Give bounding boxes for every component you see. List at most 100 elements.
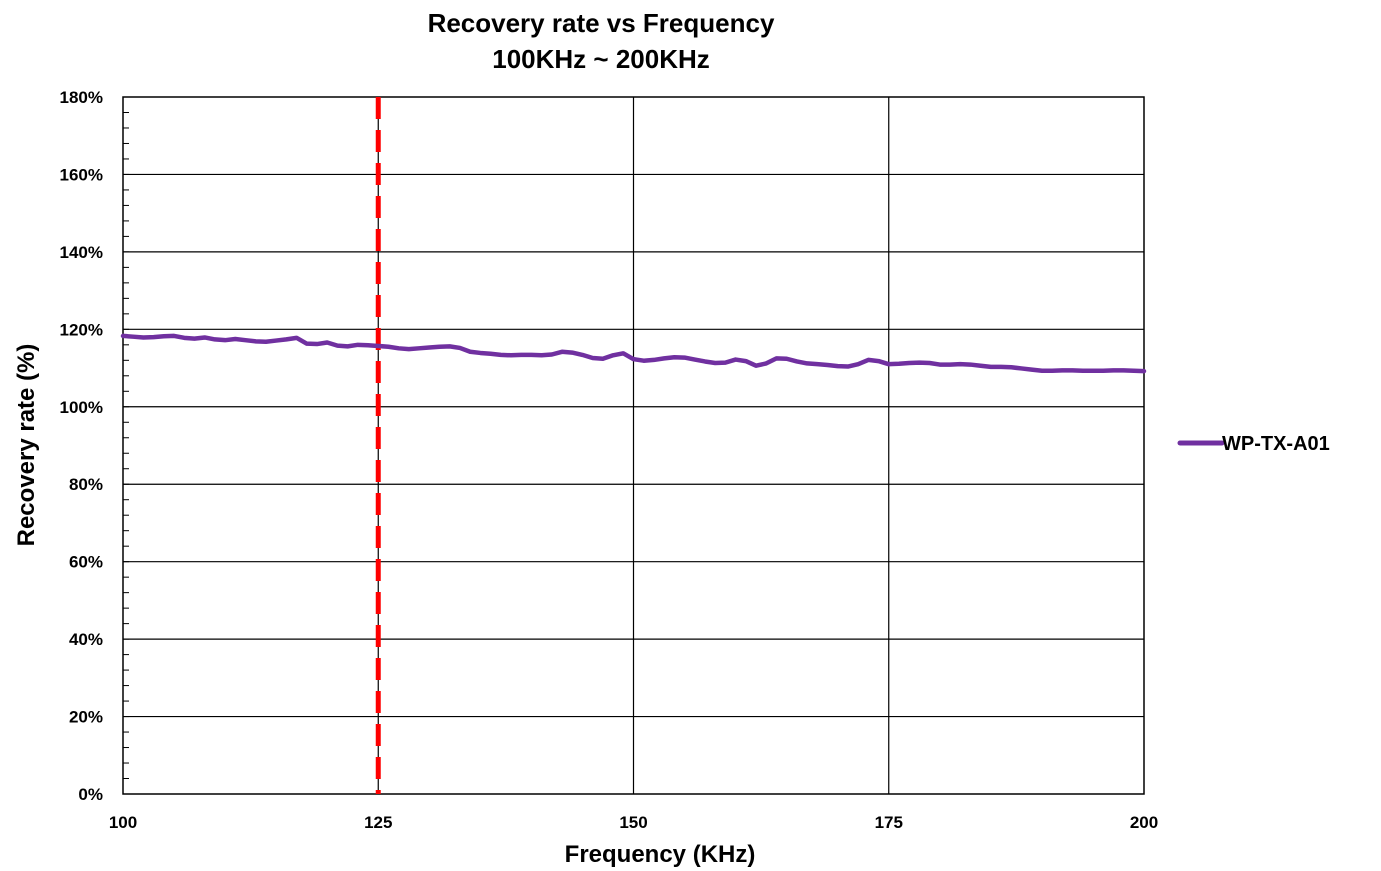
data-point bbox=[386, 345, 390, 349]
data-point bbox=[1019, 366, 1023, 370]
data-point bbox=[754, 364, 758, 368]
data-point bbox=[468, 350, 472, 354]
data-point bbox=[570, 351, 574, 355]
data-point bbox=[1040, 369, 1044, 373]
data-point bbox=[254, 339, 258, 343]
data-point bbox=[764, 361, 768, 365]
y-axis-title: Recovery rate (%) bbox=[13, 344, 40, 547]
data-point bbox=[1091, 369, 1095, 373]
data-point bbox=[550, 353, 554, 357]
data-point bbox=[274, 339, 278, 343]
data-point bbox=[540, 353, 544, 357]
data-point bbox=[203, 335, 207, 339]
y-tick-label: 120% bbox=[60, 320, 103, 339]
data-point bbox=[693, 358, 697, 362]
data-point bbox=[560, 350, 564, 354]
data-point bbox=[662, 356, 666, 360]
y-tick-label: 100% bbox=[60, 398, 103, 417]
data-point bbox=[1142, 369, 1146, 373]
data-point bbox=[448, 344, 452, 348]
data-point bbox=[1101, 369, 1105, 373]
data-point bbox=[1111, 368, 1115, 372]
legend: WP-TX-A01 bbox=[1177, 433, 1330, 455]
data-point bbox=[499, 353, 503, 357]
y-tick-label: 40% bbox=[69, 630, 103, 649]
data-point bbox=[356, 343, 360, 347]
data-point bbox=[611, 353, 615, 357]
data-point bbox=[121, 334, 125, 338]
data-point bbox=[141, 335, 145, 339]
data-point bbox=[346, 344, 350, 348]
y-tick-label: 60% bbox=[69, 553, 103, 572]
data-point bbox=[192, 337, 196, 341]
data-point bbox=[366, 343, 370, 347]
data-point bbox=[846, 365, 850, 369]
data-point bbox=[948, 363, 952, 367]
data-point bbox=[172, 334, 176, 338]
data-point bbox=[642, 359, 646, 363]
data-point bbox=[1081, 369, 1085, 373]
data-point bbox=[672, 355, 676, 359]
data-point bbox=[785, 357, 789, 361]
data-point bbox=[213, 337, 217, 341]
data-point bbox=[580, 353, 584, 357]
data-point bbox=[131, 335, 135, 339]
x-tick-label: 175 bbox=[875, 813, 903, 832]
data-point bbox=[315, 342, 319, 346]
y-tick-label: 160% bbox=[60, 165, 103, 184]
series-line-wp-tx-a01 bbox=[120, 333, 1147, 374]
x-tick-label: 150 bbox=[619, 813, 647, 832]
data-point bbox=[825, 363, 829, 367]
data-point bbox=[713, 361, 717, 365]
data-point bbox=[917, 361, 921, 365]
data-point bbox=[244, 338, 248, 342]
y-tick-label: 80% bbox=[69, 475, 103, 494]
data-point bbox=[958, 362, 962, 366]
data-point bbox=[509, 353, 513, 357]
data-point bbox=[407, 347, 411, 351]
data-point bbox=[795, 359, 799, 363]
data-point bbox=[335, 344, 339, 348]
data-point bbox=[815, 362, 819, 366]
data-point bbox=[856, 362, 860, 366]
data-point bbox=[723, 361, 727, 365]
data-point bbox=[295, 336, 299, 340]
data-point bbox=[632, 357, 636, 361]
data-point bbox=[866, 358, 870, 362]
x-tick-label: 100 bbox=[109, 813, 137, 832]
data-point bbox=[907, 361, 911, 365]
data-point bbox=[438, 345, 442, 349]
data-point bbox=[734, 358, 738, 362]
data-point bbox=[264, 340, 268, 344]
data-point bbox=[1009, 365, 1013, 369]
data-point bbox=[601, 357, 605, 361]
data-point bbox=[989, 365, 993, 369]
data-point bbox=[1071, 368, 1075, 372]
y-tick-label: 140% bbox=[60, 243, 103, 262]
data-point bbox=[182, 336, 186, 340]
data-point bbox=[703, 359, 707, 363]
data-point bbox=[744, 359, 748, 363]
data-point bbox=[887, 362, 891, 366]
data-point bbox=[162, 334, 166, 338]
data-point bbox=[999, 365, 1003, 369]
data-point bbox=[897, 362, 901, 366]
data-point bbox=[968, 363, 972, 367]
chart-title: Recovery rate vs Frequency bbox=[428, 8, 775, 38]
data-point bbox=[397, 346, 401, 350]
data-point bbox=[152, 335, 156, 339]
data-point bbox=[652, 358, 656, 362]
data-point bbox=[519, 353, 523, 357]
data-point bbox=[478, 351, 482, 355]
y-tick-label: 20% bbox=[69, 708, 103, 727]
data-point bbox=[417, 346, 421, 350]
y-minor-ticks bbox=[123, 96, 129, 795]
data-point bbox=[1122, 368, 1126, 372]
plot-area bbox=[122, 96, 1145, 795]
data-point bbox=[877, 359, 881, 363]
data-point bbox=[683, 356, 687, 360]
x-axis-tick-labels: 100 125 150 175 200 bbox=[109, 813, 1158, 832]
data-point bbox=[1060, 368, 1064, 372]
grid bbox=[123, 97, 1144, 794]
